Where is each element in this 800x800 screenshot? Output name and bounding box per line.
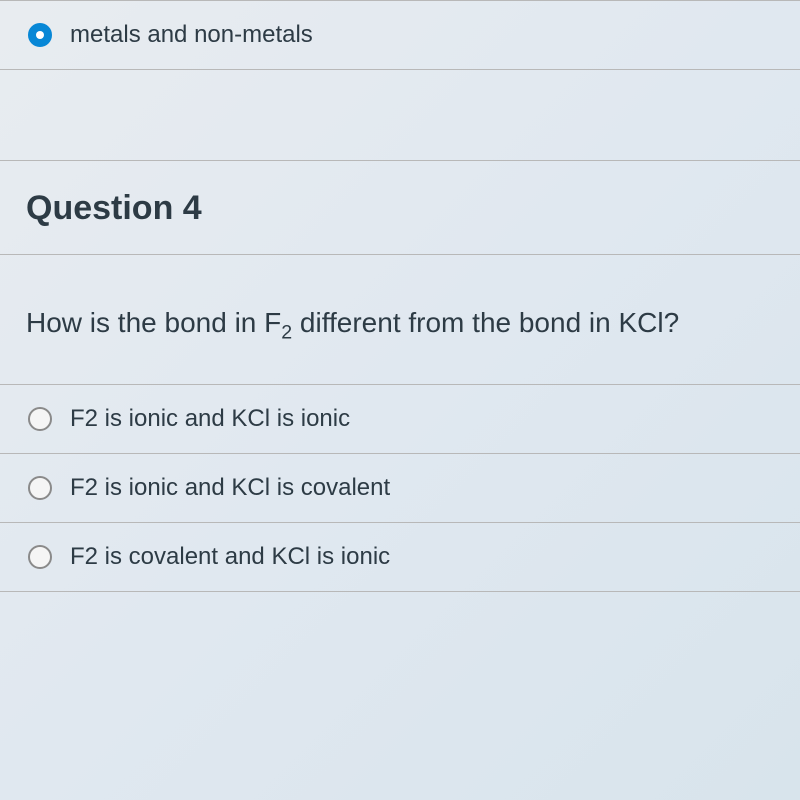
radio-selected-icon: [28, 23, 52, 47]
question-title: Question 4: [26, 189, 774, 228]
option-label-2: F2 is covalent and KCl is ionic: [70, 543, 390, 571]
prev-selected-option[interactable]: metals and non-metals: [0, 1, 800, 69]
question-text-sub: 2: [281, 322, 292, 344]
option-label-0: F2 is ionic and KCl is ionic: [70, 405, 350, 433]
spacer: [0, 70, 800, 160]
option-row-0[interactable]: F2 is ionic and KCl is ionic: [0, 385, 800, 453]
option-row-1[interactable]: F2 is ionic and KCl is covalent: [0, 454, 800, 522]
question-text-middle: different from the bond in KCl?: [292, 307, 679, 338]
option-row-2[interactable]: F2 is covalent and KCl is ionic: [0, 523, 800, 591]
radio-unselected-icon: [28, 407, 52, 431]
question-text-prefix: How is the bond in F: [26, 307, 281, 338]
radio-unselected-icon: [28, 545, 52, 569]
radio-unselected-icon: [28, 476, 52, 500]
question-body: How is the bond in F2 different from the…: [0, 255, 800, 384]
quiz-container: metals and non-metals Question 4 How is …: [0, 0, 800, 800]
divider: [0, 591, 800, 592]
prev-option-label: metals and non-metals: [70, 21, 313, 49]
question-header: Question 4: [0, 161, 800, 254]
option-label-1: F2 is ionic and KCl is covalent: [70, 474, 390, 502]
question-text: How is the bond in F2 different from the…: [26, 303, 774, 344]
